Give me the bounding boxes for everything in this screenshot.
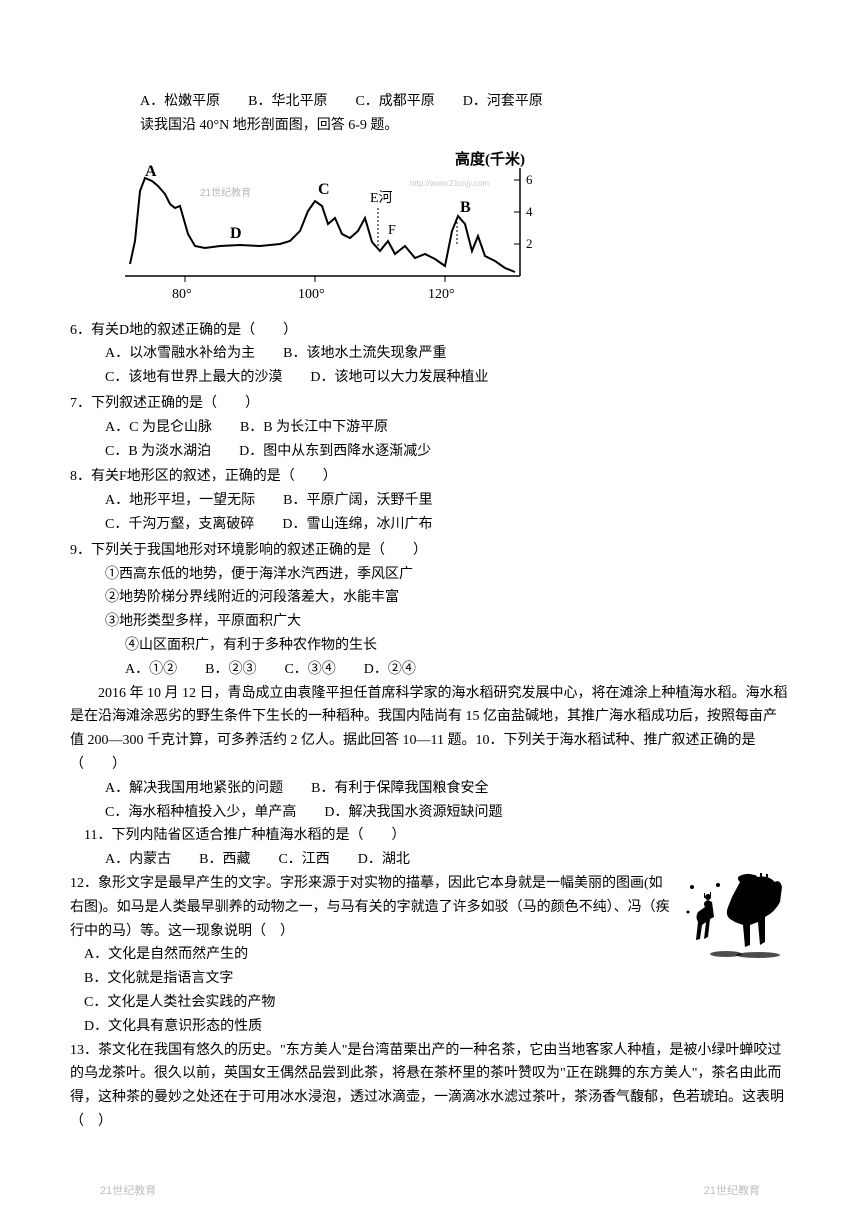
svg-text:A: A (145, 163, 157, 180)
q7-opts-cd: C．B 为淡水湖泊 D．图中从东到西降水逐渐减少 (70, 440, 790, 464)
q6-stem: 6．有关D地的叙述正确的是（ ） (70, 319, 790, 343)
q7-opts-ab: A．C 为昆仑山脉 B．B 为长江中下游平原 (70, 416, 790, 440)
q6-opts-cd: C．该地有世界上最大的沙漠 D．该地可以大力发展种植业 (70, 366, 790, 390)
question-8: 8．有关F地形区的叙述，正确的是（ ） A．地形平坦，一望无际 B．平原广阔，沃… (70, 465, 790, 536)
svg-text:100°: 100° (298, 287, 325, 302)
svg-text:21世纪教育: 21世纪教育 (200, 186, 251, 199)
svg-text:F: F (388, 223, 396, 238)
q8-opts-ab: A．地形平坦，一望无际 B．平原广阔，沃野千里 (70, 489, 790, 513)
svg-text:D: D (230, 225, 242, 242)
svg-text:80°: 80° (172, 287, 192, 302)
question-13: 13．茶文化在我国有悠久的历史。"东方美人"是台湾苗栗出产的一种名茶，它由当地客… (70, 1039, 790, 1134)
svg-text:http://www.21cnjy.com: http://www.21cnjy.com (410, 179, 489, 188)
q10-opts-ab: A．解决我国用地紧张的问题 B．有利于保障我国粮食安全 (70, 777, 790, 801)
svg-text:C: C (318, 181, 330, 198)
svg-text:E河: E河 (370, 190, 393, 206)
passage-sea-rice: 2016 年 10 月 12 日，青岛成立由袁隆平担任首席科学家的海水稻研究发展… (70, 682, 790, 777)
q12-opt-b: B．文化就是指语言文字 (70, 967, 790, 991)
terrain-profile-chart: A C E河 F B D 高度(千米) 21世纪教育 http://www.21… (100, 146, 540, 311)
pictograph-image (680, 867, 790, 962)
q9-opts: A．①② B．②③ C．③④ D．②④ (70, 658, 790, 682)
q6-opts-ab: A．以冰雪融水补给为主 B．该地水土流失现象严重 (70, 342, 790, 366)
q8-stem: 8．有关F地形区的叙述，正确的是（ ） (70, 465, 790, 489)
svg-text:120°: 120° (428, 287, 455, 302)
question-7: 7．下列叙述正确的是（ ） A．C 为昆仑山脉 B．B 为长江中下游平原 C．B… (70, 392, 790, 463)
svg-text:B: B (460, 199, 471, 216)
q11-stem: 11．下列内陆省区适合推广种植海水稻的是（ ） (70, 824, 790, 848)
q12-opt-c: C．文化是人类社会实践的产物 (70, 991, 790, 1015)
q5-options: A．松嫩平原 B．华北平原 C．成都平原 D．河套平原 (70, 90, 790, 114)
q9-item2: ②地势阶梯分界线附近的河段落差大，水能丰富 (70, 586, 790, 610)
q7-stem: 7．下列叙述正确的是（ ） (70, 392, 790, 416)
q9-item4: ④山区面积广，有利于多种农作物的生长 (70, 634, 790, 658)
question-12: 12．象形文字是最早产生的文字。字形来源于对实物的描摹，因此它本身就是一幅美丽的… (70, 872, 790, 1039)
q9-stem: 9．下列关于我国地形对环境影响的叙述正确的是（ ） (70, 539, 790, 563)
svg-text:高度(千米): 高度(千米) (455, 150, 525, 168)
svg-text:4: 4 (526, 204, 533, 219)
chart-intro: 读我国沿 40°N 地形剖面图，回答 6-9 题。 (70, 114, 790, 138)
q10-opts-cd: C．海水稻种植投入少，单产高 D．解决我国水资源短缺问题 (70, 801, 790, 825)
watermark-right: 21世纪教育 (704, 1182, 760, 1201)
q13-stem: 13．茶文化在我国有悠久的历史。"东方美人"是台湾苗栗出产的一种名茶，它由当地客… (70, 1039, 790, 1134)
question-9: 9．下列关于我国地形对环境影响的叙述正确的是（ ） ①西高东低的地势，便于海洋水… (70, 539, 790, 682)
q8-opts-cd: C．千沟万壑，支离破碎 D．雪山连绵，冰川广布 (70, 513, 790, 537)
q9-item3: ③地形类型多样，平原面积广大 (70, 610, 790, 634)
svg-text:2: 2 (526, 236, 533, 251)
svg-text:6: 6 (526, 172, 533, 187)
question-6: 6．有关D地的叙述正确的是（ ） A．以冰雪融水补给为主 B．该地水土流失现象严… (70, 319, 790, 390)
watermark-left: 21世纪教育 (100, 1182, 156, 1201)
q12-opt-d: D．文化具有意识形态的性质 (70, 1015, 790, 1039)
q9-item1: ①西高东低的地势，便于海洋水汽西进，季风区广 (70, 563, 790, 587)
